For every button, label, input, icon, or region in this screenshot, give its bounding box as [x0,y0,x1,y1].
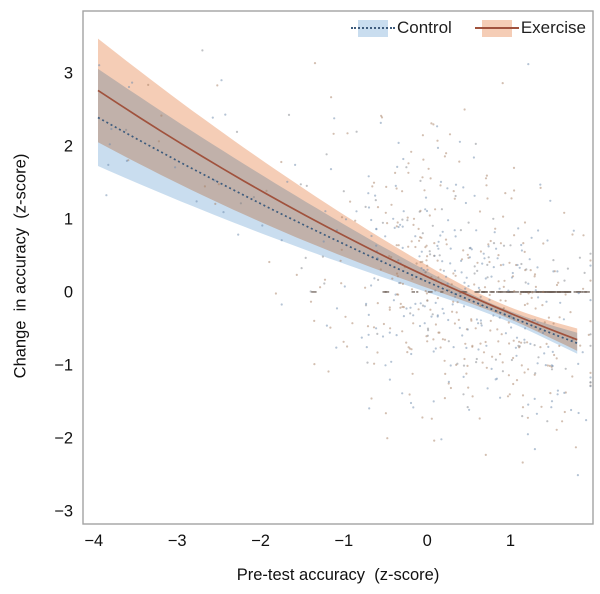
y-axis-title: Change in accuracy (z-score) [11,153,30,379]
legend-item-exercise: Exercise [474,18,586,38]
svg-text:−2: −2 [251,532,270,550]
svg-text:−3: −3 [168,532,187,550]
svg-text:2: 2 [64,138,73,156]
svg-text:−1: −1 [54,356,73,374]
svg-text:1: 1 [506,532,515,550]
legend-item-control: Control [351,18,452,38]
legend-label-control: Control [397,18,452,37]
svg-text:−3: −3 [54,502,73,520]
exercise-band-swatch-icon [474,19,519,37]
svg-text:0: 0 [423,532,432,550]
svg-text:1: 1 [64,210,73,228]
svg-text:−4: −4 [84,532,103,550]
svg-text:−2: −2 [54,429,73,447]
svg-text:0: 0 [64,283,73,301]
svg-text:−1: −1 [334,532,353,550]
legend-label-exercise: Exercise [520,18,586,37]
control-band-swatch-icon [351,19,395,37]
x-axis-title: Pre-test accuracy (z-score) [236,566,440,584]
chart-legend: Control Exercise [351,18,586,38]
svg-text:3: 3 [64,65,73,83]
